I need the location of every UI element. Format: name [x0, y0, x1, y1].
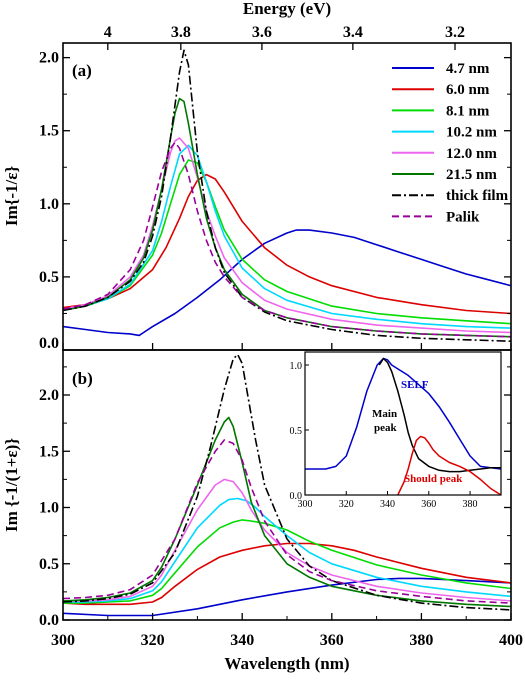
- panel-a-series-8-1-nm: [63, 159, 511, 325]
- x-tick-label: 340: [230, 632, 254, 649]
- panel-b-series-6-0-nm: [63, 542, 511, 606]
- panel-a-y-axis-label: Im{-1/ε}: [2, 166, 21, 227]
- legend-label: 12.0 nm: [446, 146, 497, 162]
- x-tick-label: 300: [51, 632, 75, 649]
- panel-b-series-thick-film: [63, 353, 511, 611]
- inset-x-tick-label: 340: [380, 499, 395, 510]
- inset-y-tick-label: 1.0: [290, 361, 303, 372]
- legend-label: 21.5 nm: [446, 167, 497, 183]
- panel-b-y-ticks: 0.0 0.5 1.0 1.5 2.0: [39, 366, 511, 629]
- top-axis-tick-label: 3.4: [343, 24, 363, 41]
- inset-x-tick-label: 300: [298, 499, 313, 510]
- panel-b-y-tick-label: 0.0: [39, 612, 59, 629]
- inset-label-peak: peak: [374, 422, 398, 434]
- legend-label: 4.7 nm: [446, 61, 490, 77]
- panel-a-series-thick-film: [63, 49, 511, 342]
- panel-a-series-6-0-nm: [63, 173, 511, 315]
- inset-label-main: Main: [372, 408, 397, 420]
- panel-b-y-axis-label: Im {-1/(1+ε)}: [2, 438, 21, 532]
- top-axis-ticks: 4 3.8 3.6 3.4 3.2: [104, 24, 465, 50]
- panel-a-y-tick-label: 2.0: [39, 50, 59, 67]
- inset-frame: [304, 351, 502, 496]
- inset-x-tick-label: 380: [463, 499, 478, 510]
- top-axis-tick-label: 4: [104, 24, 112, 41]
- panel-b-series-8-1-nm: [63, 519, 511, 604]
- inset-ticks: 300 320 340 360 380 0.0 0.5 1.0: [290, 361, 478, 510]
- x-tick-label: 360: [320, 632, 344, 649]
- panel-b-series-12-0-nm: [63, 478, 511, 602]
- inset-plot-area: [305, 357, 501, 495]
- x-axis-label: Wavelength (nm): [224, 654, 349, 673]
- inset-label-self: SELF: [401, 379, 429, 391]
- legend-label: 8.1 nm: [446, 103, 490, 119]
- panel-b-label: (b): [72, 369, 93, 388]
- legend-label: thick film: [446, 188, 509, 204]
- panel-b-y-tick-label: 1.5: [39, 443, 59, 460]
- panel-b-plot-area: [63, 353, 511, 617]
- top-axis-tick-label: 3.6: [252, 24, 272, 41]
- top-axis-label: Energy (eV): [243, 0, 331, 18]
- panel-a-label: (a): [72, 61, 92, 80]
- panel-a-plot-area: [63, 49, 511, 342]
- panel-a-y-tick-label: 0.5: [39, 269, 59, 286]
- panel-a-y-tick-label: 1.5: [39, 123, 59, 140]
- panel-a-y-tick-label: 0.0: [39, 335, 59, 352]
- x-tick-label: 380: [409, 632, 433, 649]
- panel-a-series-palik: [63, 141, 511, 338]
- legend-label: 10.2 nm: [446, 125, 497, 141]
- panel-a-y-tick-label: 1.0: [39, 196, 59, 213]
- panel-a-series-12-0-nm: [63, 137, 511, 334]
- panel-b-y-tick-label: 2.0: [39, 387, 59, 404]
- panel-a: Energy (eV) 4 3.8 3.6 3.4 3.2 0.51.01.52.00.…: [2, 0, 512, 352]
- panel-b-y-tick-label: 0.5: [39, 556, 59, 573]
- panel-b-series-21-5-nm: [63, 416, 511, 608]
- top-axis-tick-label: 3.8: [171, 24, 191, 41]
- inset-series-1: [378, 357, 501, 473]
- legend: 4.7 nm 6.0 nm 8.1 nm 10.2 nm 12.0 nm 21.5 nm t…: [392, 61, 509, 225]
- inset-y-tick-label: 0.5: [290, 426, 303, 437]
- legend-label: 6.0 nm: [446, 82, 490, 98]
- panel-a-y-ticks: 0.5 1.0 1.5 2.0 0.0: [39, 50, 511, 352]
- top-axis-tick-label: 3.2: [445, 24, 465, 41]
- panel-b-series-10-2-nm: [63, 497, 511, 603]
- panel-b: 0.0 0.5 1.0 1.5 2.0 300 320 340 360 380 400 Im {-…: [2, 343, 523, 673]
- inset-series-0: [305, 357, 501, 470]
- panel-a-frame: [62, 42, 512, 351]
- legend-label: Palik: [446, 209, 480, 225]
- inset-x-tick-label: 320: [339, 499, 354, 510]
- panel-b-frame: [62, 349, 512, 621]
- x-axis-ticks: 300 320 340 360 380 400: [51, 343, 523, 649]
- panel-b-series-palik: [63, 439, 511, 604]
- inset-label-should-peak: Should peak: [404, 473, 463, 485]
- panel-b-series-4-7-nm: [63, 577, 511, 617]
- panel-a-series-4-7-nm: [63, 229, 511, 337]
- panel-b-y-tick-label: 1.0: [39, 500, 59, 517]
- x-tick-label: 400: [499, 632, 523, 649]
- inset-y-tick-label: 0.0: [290, 491, 303, 502]
- inset-x-tick-label: 360: [421, 499, 436, 510]
- x-tick-label: 320: [141, 632, 165, 649]
- inset-series-2: [397, 435, 501, 495]
- panel-a-series-10-2-nm: [63, 144, 511, 329]
